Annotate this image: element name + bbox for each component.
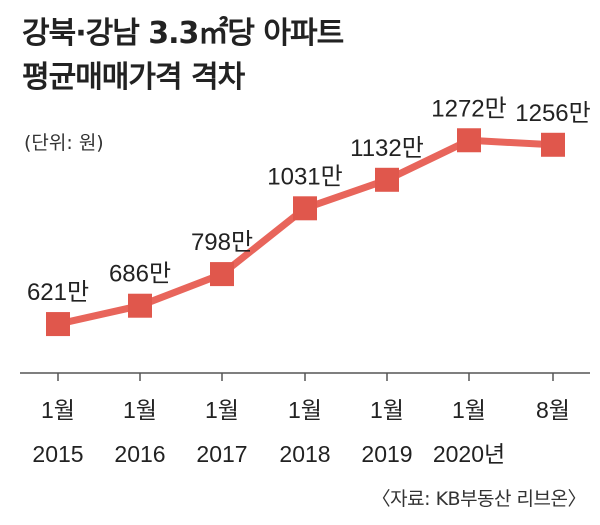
x-tick-label-month-0: 1월: [41, 397, 75, 423]
x-tick-label-month-6: 8월: [536, 397, 570, 423]
x-tick-label-year-2: 2017: [196, 441, 247, 467]
x-tick-label-year-4: 2019: [361, 441, 412, 467]
chart-title-line-1: 강북·강남 3.3㎡당 아파트: [22, 16, 344, 51]
data-point-5: [457, 128, 481, 153]
data-point-6: [541, 132, 565, 157]
data-point-0: [46, 312, 70, 337]
data-point-2: [210, 262, 234, 287]
x-tick-label-year-0: 2015: [32, 441, 83, 467]
data-point-3: [293, 196, 317, 221]
x-tick-label-year-1: 2016: [114, 441, 165, 467]
data-point-1: [128, 293, 152, 318]
x-tick-label-month-2: 1월: [205, 397, 239, 423]
chart-title: 강북·강남 3.3㎡당 아파트 평균매매가격 격차: [22, 12, 344, 100]
x-tick-label-month-4: 1월: [370, 397, 404, 423]
x-tick-label-month-5: 1월: [452, 397, 486, 423]
value-label-4: 1132만: [350, 135, 424, 162]
value-label-2: 798만: [191, 229, 253, 256]
x-tick-label-year-3: 2018: [279, 441, 330, 467]
value-label-1: 686만: [109, 261, 171, 288]
source-note: 〈자료: KB부동산 리브온〉: [371, 488, 587, 510]
x-tick-label-month-3: 1월: [288, 397, 322, 423]
value-label-3: 1031만: [267, 163, 342, 190]
chart-title-line-2: 평균매매가격 격차: [22, 60, 245, 95]
data-point-4: [375, 167, 399, 192]
unit-note: (단위: 원): [24, 132, 104, 154]
value-label-0: 621만: [27, 279, 89, 306]
value-label-6: 1256만: [515, 100, 590, 127]
value-label-5: 1272만: [431, 95, 506, 122]
x-tick-label-year-5: 2020년: [433, 441, 505, 467]
x-tick-label-month-1: 1월: [123, 397, 157, 423]
